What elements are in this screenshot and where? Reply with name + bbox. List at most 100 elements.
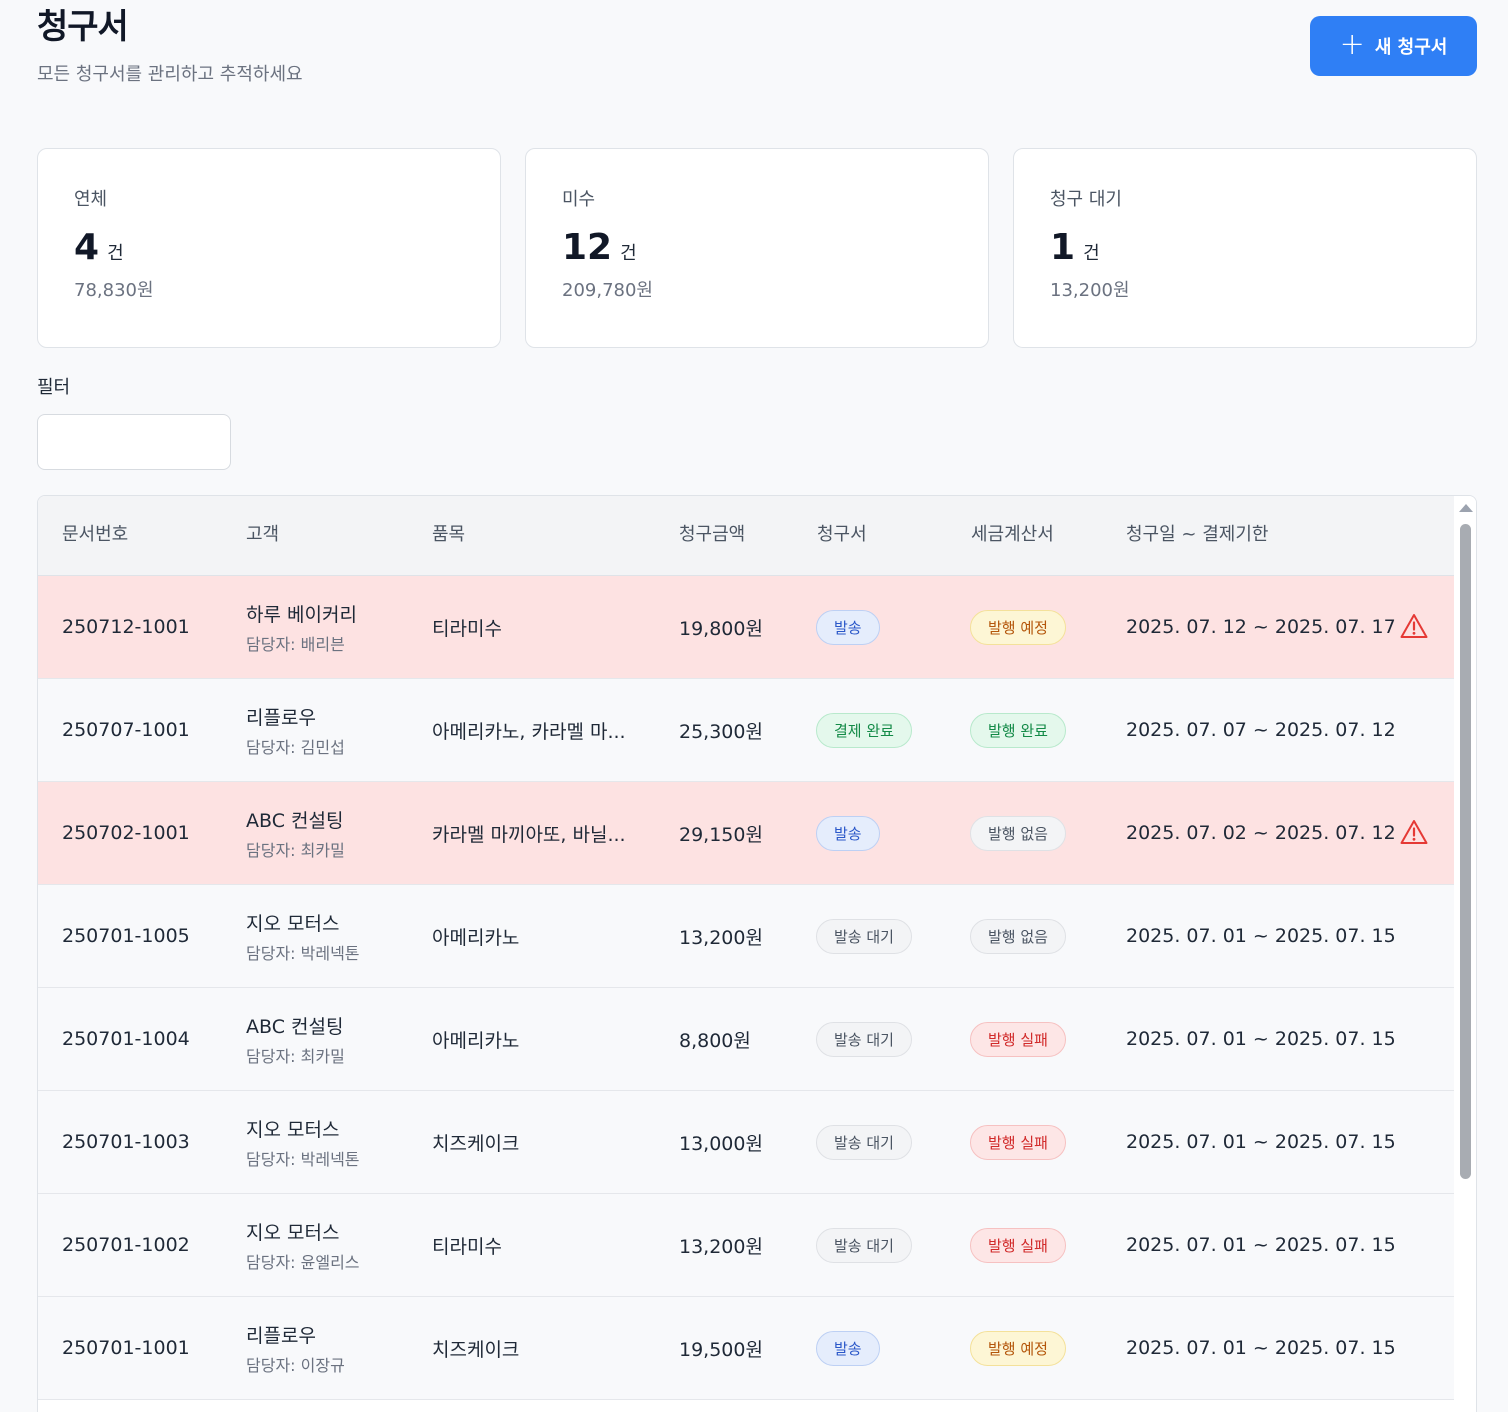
invoice-status-badge: 발송 (816, 1330, 880, 1366)
card-amount: 209,780원 (562, 280, 653, 301)
new-invoice-label: 새 청구서 (1374, 37, 1448, 58)
col-period[interactable]: 청구일 ~ 결제기한 (1126, 524, 1269, 545)
doc-number: 250712-1001 (62, 616, 190, 638)
amount-cell: 19,500원 (679, 1338, 763, 1361)
customer-name: 하루 베이커리 (246, 603, 357, 626)
page-header: 청구서 모든 청구서를 관리하고 추적하세요 (37, 6, 303, 86)
invoice-status-cell: 발송 대기 (816, 1194, 912, 1296)
amount-cell: 29,150원 (679, 823, 763, 846)
col-doc-number[interactable]: 문서번호 (62, 524, 129, 545)
card-count: 1 (1050, 227, 1076, 268)
item-cell: 티라미수 (432, 617, 502, 640)
item-cell: 티라미수 (432, 1235, 502, 1258)
item-cell: 치즈케이크 (432, 1132, 520, 1155)
customer-manager: 담당자: 김민섭 (246, 737, 345, 757)
customer-name: 지오 모터스 (246, 912, 340, 935)
tax-status-badge: 발행 없음 (970, 918, 1066, 954)
invoice-status-cell: 결제 완료 (816, 679, 912, 781)
customer-name: 지오 모터스 (246, 1221, 340, 1244)
customer-name: 리플로우 (246, 706, 316, 729)
customer-name: ABC 컨설팅 (246, 809, 344, 832)
card-pending[interactable]: 청구 대기 1 건 13,200원 (1013, 148, 1477, 348)
col-tax-invoice[interactable]: 세금계산서 (971, 524, 1054, 545)
card-unpaid[interactable]: 미수 12 건 209,780원 (525, 148, 989, 348)
tax-status-badge: 발행 실패 (970, 1227, 1066, 1263)
table-header: 문서번호 고객 품목 청구금액 청구서 세금계산서 청구일 ~ 결제기한 (38, 496, 1454, 576)
card-count: 4 (74, 227, 100, 268)
scroll-up-arrow-icon[interactable] (1459, 504, 1473, 512)
item-cell: 치즈케이크 (432, 1338, 520, 1361)
col-invoice-status[interactable]: 청구서 (817, 524, 867, 545)
doc-number: 250701-1003 (62, 1131, 190, 1153)
table-row[interactable]: 250701-1002 지오 모터스 담당자: 윤엘리스 티라미수 13,200원 발송 … (38, 1194, 1454, 1297)
invoice-status-cell: 발송 대기 (816, 1091, 912, 1193)
amount-cell: 13,000원 (679, 1132, 763, 1155)
invoice-status-badge: 발송 대기 (816, 1124, 912, 1160)
col-amount[interactable]: 청구금액 (679, 524, 746, 545)
invoice-status-cell: 발송 (816, 1297, 880, 1399)
tax-status-cell: 발행 실패 (970, 1194, 1066, 1296)
card-unit: 건 (1083, 243, 1100, 264)
warning-icon (1400, 820, 1428, 844)
table-row[interactable]: 250701-1005 지오 모터스 담당자: 박레넥톤 아메리카노 13,200원 발송… (38, 885, 1454, 988)
customer-cell: ABC 컨설팅 담당자: 최카밀 (246, 988, 345, 1090)
warning-icon (1400, 614, 1428, 638)
period-cell: 2025. 07. 01 ~ 2025. 07. 15 (1126, 1028, 1396, 1050)
scroll-thumb[interactable] (1460, 524, 1471, 1179)
card-count: 12 (562, 227, 613, 268)
invoice-status-badge: 발송 (816, 609, 880, 645)
doc-number: 250702-1001 (62, 822, 190, 844)
customer-manager: 담당자: 배리븐 (246, 634, 345, 654)
doc-number: 250701-1002 (62, 1234, 190, 1256)
customer-manager: 담당자: 박레넥톤 (246, 1149, 360, 1169)
table-row[interactable]: 250701-1004 ABC 컨설팅 담당자: 최카밀 아메리카노 8,800원 발송 … (38, 988, 1454, 1091)
period-cell: 2025. 07. 12 ~ 2025. 07. 17 (1126, 616, 1396, 638)
invoice-status-badge: 발송 대기 (816, 1021, 912, 1057)
card-label: 청구 대기 (1050, 189, 1122, 210)
card-amount: 13,200원 (1050, 280, 1130, 301)
period-cell: 2025. 07. 07 ~ 2025. 07. 12 (1126, 719, 1396, 741)
plus-icon: + (1339, 26, 1365, 62)
new-invoice-button[interactable]: + 새 청구서 (1310, 16, 1477, 76)
invoice-status-badge: 발송 대기 (816, 1227, 912, 1263)
period-cell: 2025. 07. 01 ~ 2025. 07. 15 (1126, 1131, 1396, 1153)
customer-cell: 리플로우 담당자: 이장규 (246, 1297, 345, 1399)
tax-status-cell: 발행 실패 (970, 988, 1066, 1090)
item-cell: 아메리카노 (432, 926, 520, 949)
col-item[interactable]: 품목 (432, 524, 466, 545)
table-row[interactable]: 250702-1001 ABC 컨설팅 담당자: 최카밀 카라멜 마끼아또, 바닐..… (38, 782, 1454, 885)
doc-number: 250701-1005 (62, 925, 190, 947)
tax-status-badge: 발행 예정 (970, 609, 1066, 645)
tax-status-cell: 발행 예정 (970, 1297, 1066, 1399)
customer-cell: 지오 모터스 담당자: 박레넥톤 (246, 885, 360, 987)
customer-name: ABC 컨설팅 (246, 1015, 344, 1038)
tax-status-badge: 발행 없음 (970, 815, 1066, 851)
tax-status-cell: 발행 예정 (970, 576, 1066, 678)
amount-cell: 13,200원 (679, 1235, 763, 1258)
customer-name: 지오 모터스 (246, 1118, 340, 1141)
invoice-status-badge: 결제 완료 (816, 712, 912, 748)
invoice-status-cell: 발송 (816, 576, 880, 678)
card-overdue[interactable]: 연체 4 건 78,830원 (37, 148, 501, 348)
customer-name: 리플로우 (246, 1324, 316, 1347)
col-customer[interactable]: 고객 (246, 524, 280, 545)
vertical-scrollbar[interactable] (1454, 496, 1476, 1412)
customer-manager: 담당자: 최카밀 (246, 840, 345, 860)
card-label: 연체 (74, 189, 108, 210)
filter-input[interactable] (37, 414, 231, 470)
doc-number: 250707-1001 (62, 719, 190, 741)
invoice-status-cell: 발송 대기 (816, 885, 912, 987)
table-row[interactable]: 250707-1001 리플로우 담당자: 김민섭 아메리카노, 카라멜 마... 25… (38, 679, 1454, 782)
table-row[interactable]: 250712-1001 하루 베이커리 담당자: 배리븐 티라미수 19,800원 발송 발… (38, 576, 1454, 679)
tax-status-badge: 발행 실패 (970, 1124, 1066, 1160)
card-label: 미수 (562, 189, 596, 210)
tax-status-cell: 발행 완료 (970, 679, 1066, 781)
table-body: 250712-1001 하루 베이커리 담당자: 배리븐 티라미수 19,800원 발송 발… (38, 576, 1476, 1400)
table-row[interactable]: 250701-1001 리플로우 담당자: 이장규 치즈케이크 19,500원 발송 발행 … (38, 1297, 1454, 1400)
card-unit: 건 (620, 243, 637, 264)
item-cell: 아메리카노, 카라멜 마... (432, 720, 626, 743)
